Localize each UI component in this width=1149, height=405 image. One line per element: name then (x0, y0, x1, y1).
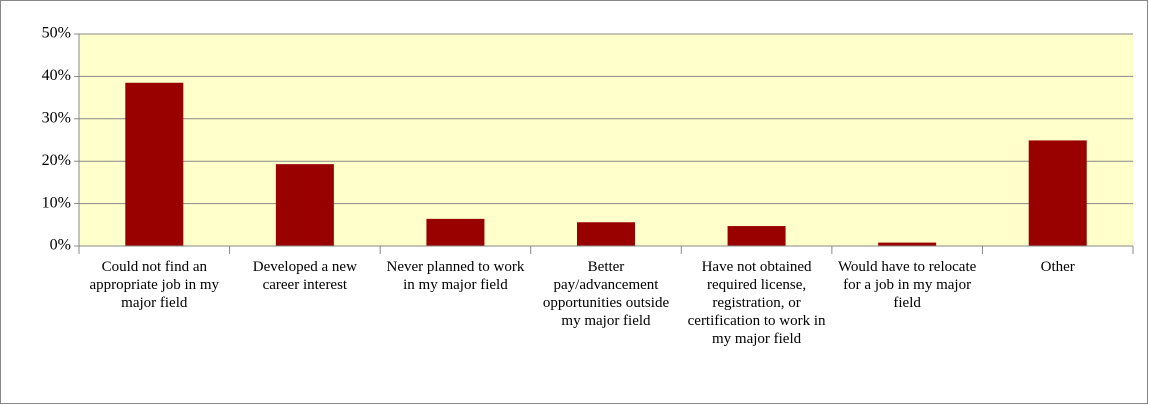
y-tick-label: 10% (42, 194, 71, 211)
bar (426, 218, 485, 246)
x-tick-label: Other (1040, 259, 1075, 275)
bar (275, 164, 334, 246)
x-tick-label: Have not obtained required license, regi… (687, 259, 826, 347)
bar (125, 82, 184, 246)
bar (878, 242, 937, 246)
y-tick-label: 20% (42, 152, 71, 169)
x-tick-label: Could not find an appropriate job in my … (89, 259, 220, 311)
x-tick-label: Never planned to work in my major field (386, 259, 525, 293)
y-tick-label: 40% (42, 67, 71, 84)
x-tick-label: Developed a new career interest (252, 259, 357, 293)
bar (727, 226, 786, 246)
x-tick-label: Would have to relocate for a job in my m… (837, 259, 977, 311)
y-tick-label: 30% (42, 109, 71, 126)
bar (1028, 140, 1087, 246)
plot-area (79, 34, 1133, 246)
y-tick-label: 50% (42, 25, 71, 42)
y-tick-label: 0% (50, 237, 71, 254)
bar (577, 222, 635, 246)
x-tick-label: Better pay/advancement opportunities out… (542, 259, 670, 329)
